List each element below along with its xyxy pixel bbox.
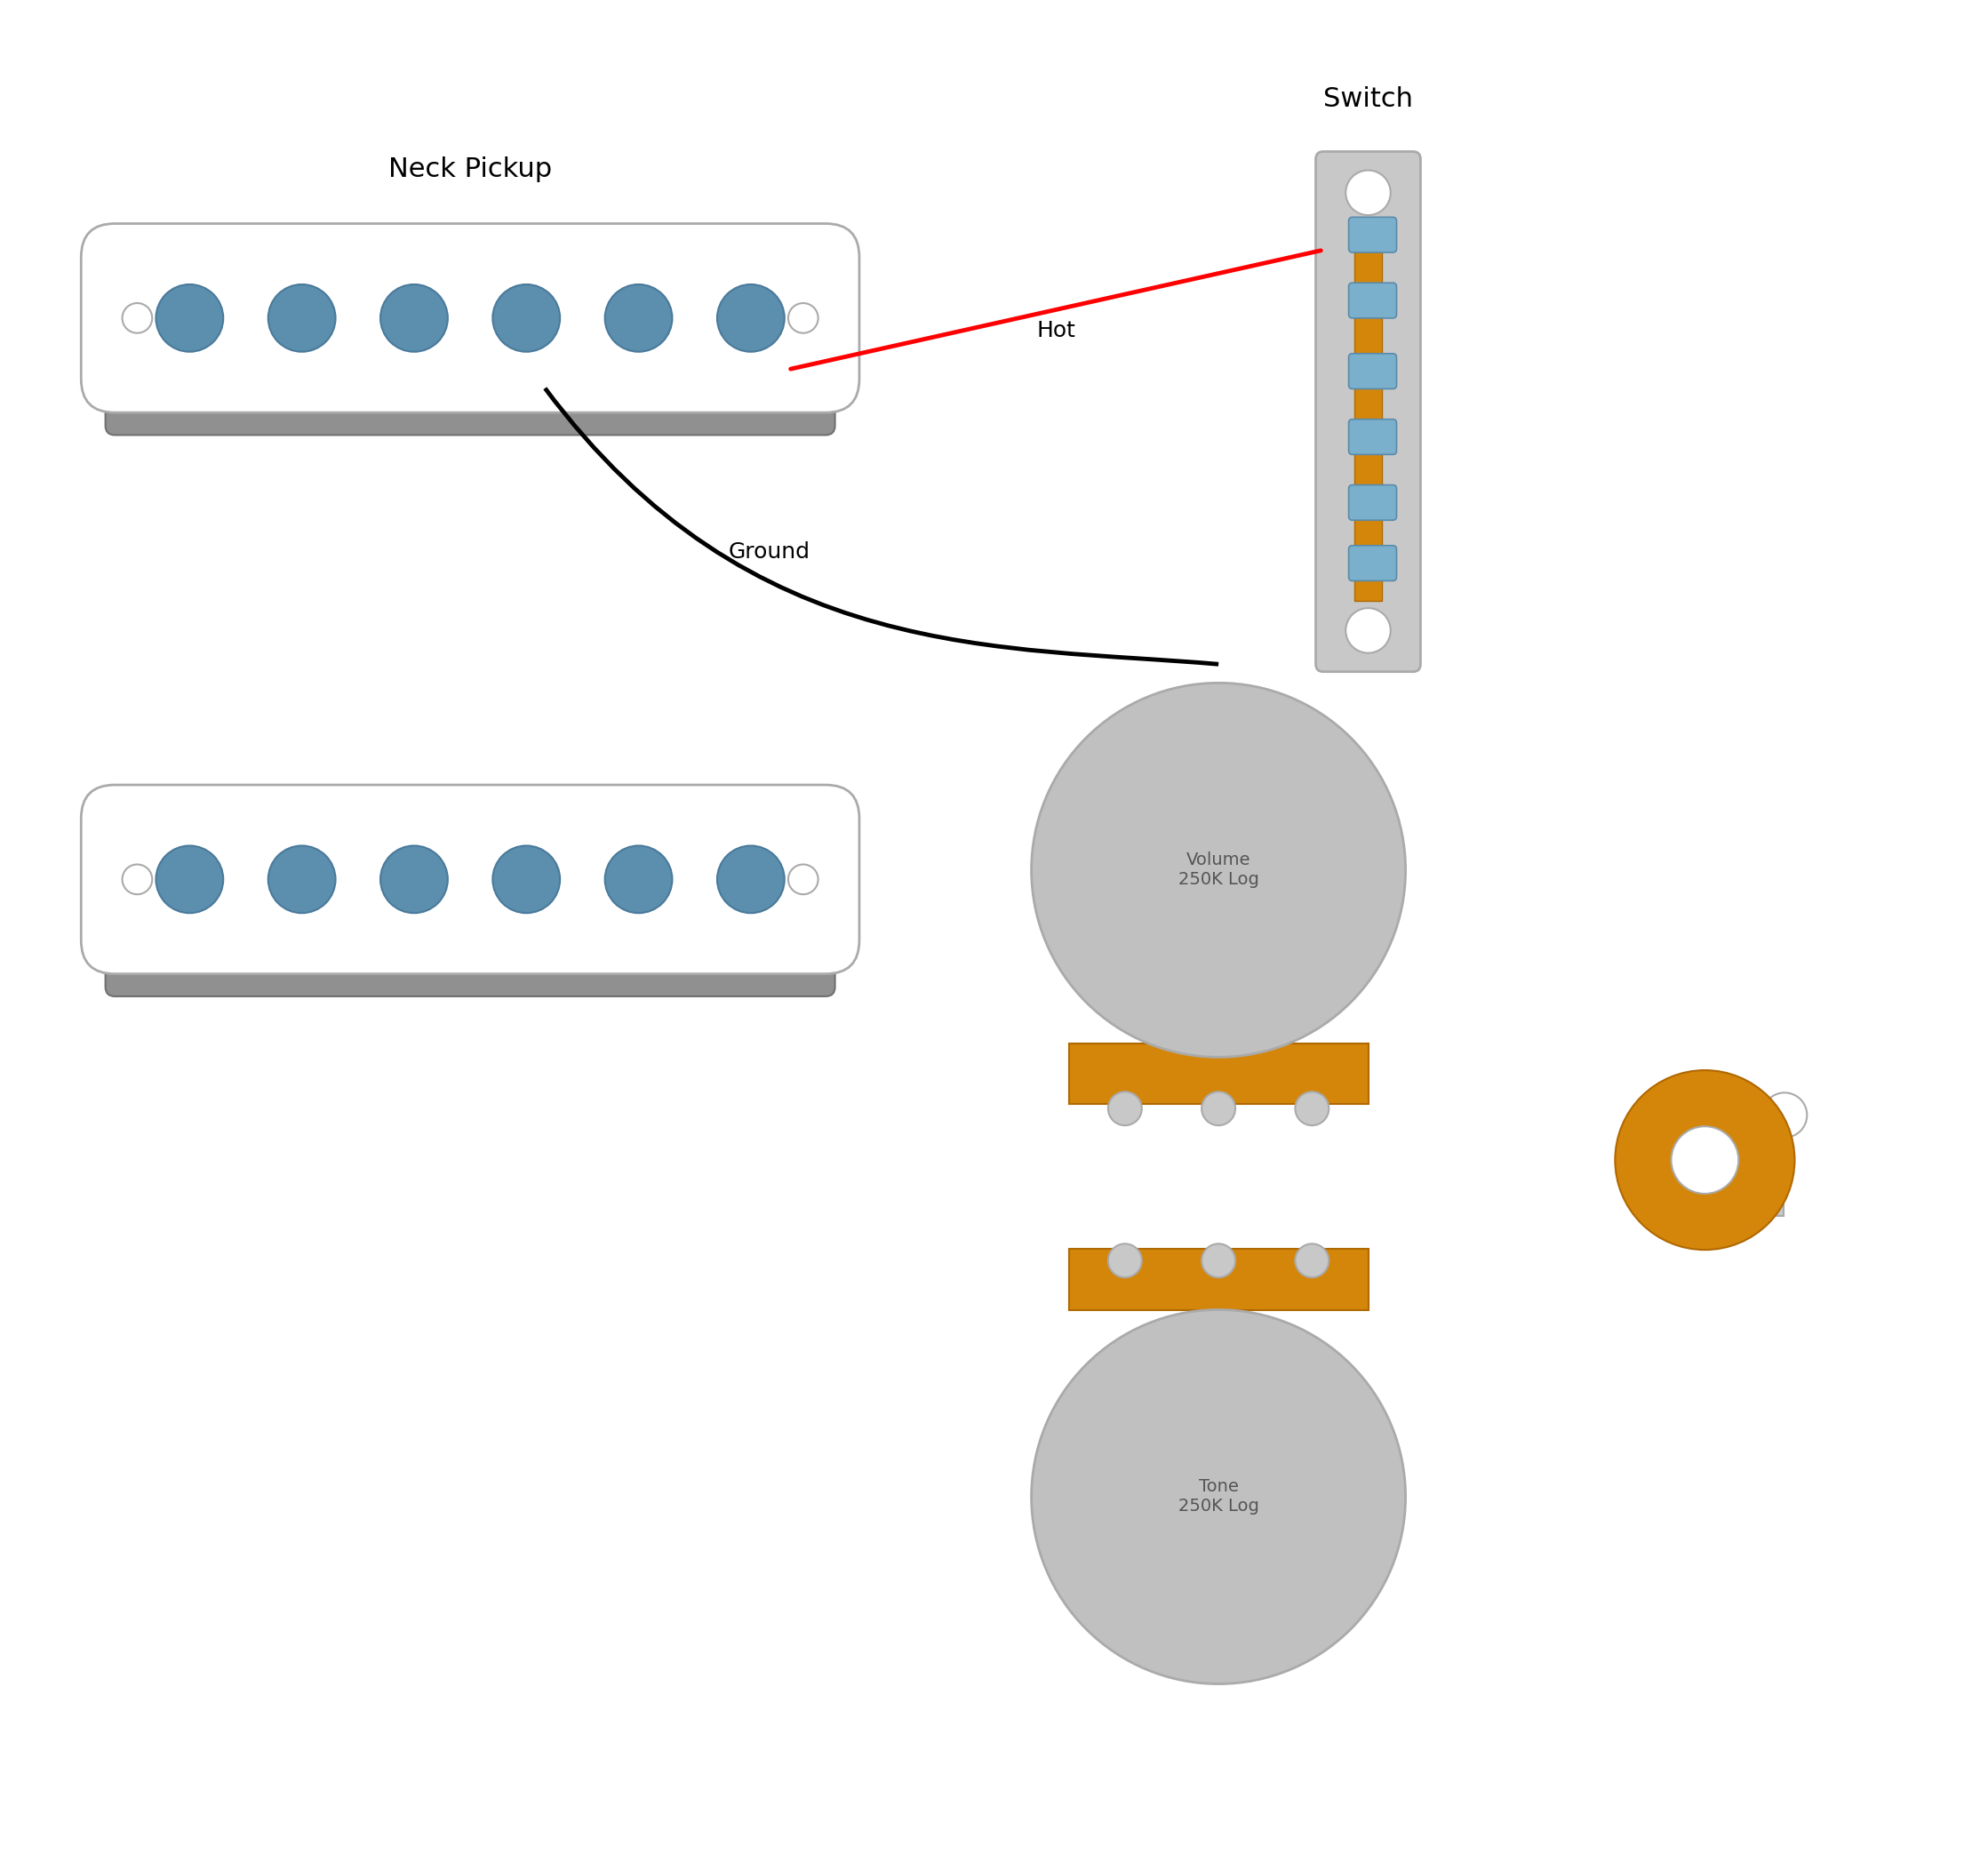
Text: Volume
250K Log: Volume 250K Log [1179,851,1258,889]
Circle shape [493,846,561,913]
FancyBboxPatch shape [82,786,859,973]
FancyBboxPatch shape [1348,419,1398,455]
Bar [1070,1044,1368,1104]
Circle shape [787,303,819,333]
Circle shape [268,846,336,913]
FancyBboxPatch shape [1348,283,1398,318]
Circle shape [1346,170,1390,215]
FancyBboxPatch shape [105,883,835,997]
Circle shape [1107,1091,1141,1126]
Circle shape [155,284,223,352]
Circle shape [1294,1244,1328,1278]
Circle shape [1761,1093,1807,1138]
Bar [1070,1250,1368,1310]
FancyBboxPatch shape [82,225,859,413]
Circle shape [1614,1070,1795,1250]
Circle shape [718,284,785,352]
Circle shape [1032,683,1406,1057]
Circle shape [1294,1091,1328,1126]
FancyBboxPatch shape [1348,354,1398,389]
Circle shape [1346,608,1390,653]
Circle shape [493,284,561,352]
FancyBboxPatch shape [1348,217,1398,253]
Circle shape [604,284,672,352]
Circle shape [268,284,336,352]
Circle shape [380,284,447,352]
Circle shape [718,846,785,913]
Circle shape [787,864,819,894]
FancyBboxPatch shape [1316,152,1421,672]
Text: Neck Pickup: Neck Pickup [388,157,553,183]
FancyBboxPatch shape [1348,546,1398,580]
Circle shape [1107,1244,1141,1278]
Text: Tone
250K Log: Tone 250K Log [1179,1478,1258,1516]
Circle shape [1032,1310,1406,1684]
FancyBboxPatch shape [105,322,835,436]
Bar [1749,1104,1783,1216]
Text: Hot: Hot [1036,320,1076,341]
Circle shape [1672,1126,1740,1194]
Circle shape [155,846,223,913]
Circle shape [121,864,153,894]
FancyBboxPatch shape [1348,485,1398,520]
Circle shape [380,846,447,913]
Text: Ground: Ground [730,541,811,563]
Bar [1354,223,1382,601]
Circle shape [1201,1244,1235,1278]
Circle shape [604,846,672,913]
Circle shape [121,303,153,333]
Circle shape [1201,1091,1235,1126]
Text: Switch: Switch [1324,86,1413,112]
